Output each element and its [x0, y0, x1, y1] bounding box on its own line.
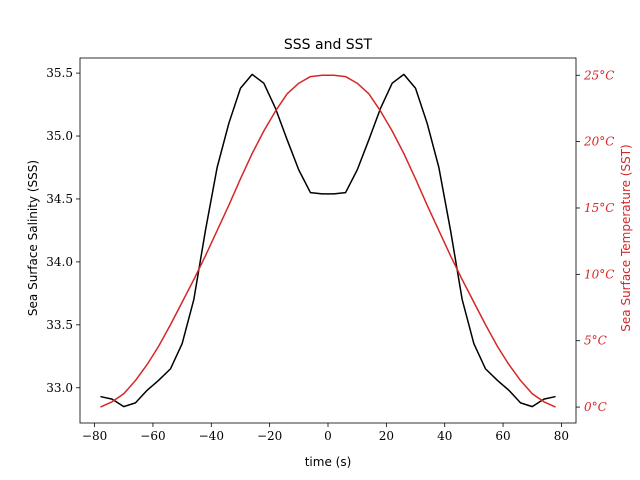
- x-axis: −80 −60 −40 −20 0 20 40 60 80: [82, 423, 569, 443]
- y-right-tick-label: 20°C: [583, 135, 614, 149]
- y-axis-right: 0°C 5°C 10°C 15°C 20°C 25°C: [576, 68, 614, 414]
- x-tick-label: −60: [140, 429, 165, 443]
- y-left-tick-label: 33.5: [46, 318, 73, 332]
- x-tick-label: −20: [257, 429, 282, 443]
- y-left-tick-label: 34.5: [46, 192, 73, 206]
- plot-area: [79, 57, 577, 424]
- y-axis-left: 33.0 33.5 34.0 34.5 35.0 35.5: [46, 66, 80, 395]
- y-right-tick-label: 10°C: [584, 267, 614, 281]
- y-left-tick-label: 35.0: [46, 129, 73, 143]
- chart-title: SSS and SST: [284, 37, 373, 53]
- x-tick-label: −80: [82, 429, 107, 443]
- x-tick-label: 40: [437, 429, 452, 443]
- y-right-tick-label: 0°C: [584, 400, 607, 414]
- y-left-tick-label: 33.0: [46, 381, 73, 395]
- y-right-tick-label: 25°C: [583, 68, 614, 82]
- x-tick-label: 0: [324, 429, 332, 443]
- x-tick-label: 60: [495, 429, 510, 443]
- x-tick-label: 80: [554, 429, 569, 443]
- y-axis-label-left: Sea Surface Salinity (SSS): [26, 160, 40, 316]
- sst-series-line: [100, 74, 556, 408]
- y-axis-label-right: Sea Surface Temperature (SST): [619, 144, 633, 331]
- x-tick-label: −40: [199, 429, 224, 443]
- y-left-tick-label: 34.0: [46, 255, 73, 269]
- y-right-tick-label: 5°C: [584, 334, 607, 348]
- sss-series-line: [100, 73, 556, 408]
- y-left-tick-label: 35.5: [46, 66, 73, 80]
- x-tick-label: 20: [379, 429, 394, 443]
- plot-frame: [79, 57, 577, 424]
- y-right-tick-label: 15°C: [584, 201, 614, 215]
- x-axis-label: time (s): [305, 455, 352, 469]
